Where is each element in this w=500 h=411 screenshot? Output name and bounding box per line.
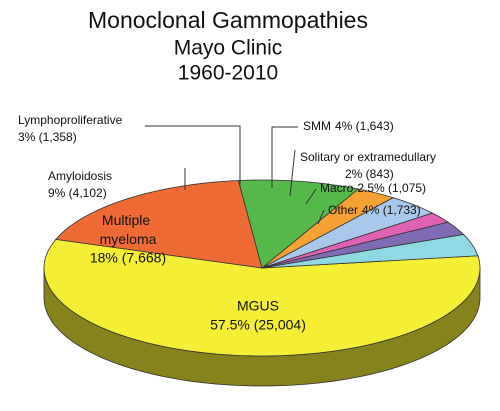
pie-slice [43, 238, 481, 357]
slice-label: Other [328, 203, 358, 217]
value-label: 4% (1,643) [335, 119, 394, 133]
pie-slice [55, 180, 263, 269]
pie-slice [261, 234, 479, 269]
pie-slice [237, 179, 360, 269]
chart-title: Monoclonal Gammopathies [88, 7, 368, 33]
leader-line [145, 125, 241, 185]
leader-line [305, 188, 317, 205]
pie-slice [261, 188, 395, 269]
slice-label: Multiple myeloma [100, 212, 157, 247]
value-label: 3% (1,358) [18, 130, 77, 144]
slice-label: MGUS [237, 298, 279, 314]
value-label: 18% (7,668) [90, 250, 166, 266]
value-label: 2.5% (1,075) [357, 181, 426, 195]
slice-label: Solitary or extramedullary [300, 150, 436, 164]
pie-slice [261, 221, 465, 269]
leader-line [289, 149, 296, 197]
slice-label: Macro [320, 181, 354, 195]
leader-line [317, 209, 325, 225]
slice-label: Amyloidosis [48, 169, 112, 183]
value-label: 57.5% (25,004) [210, 317, 306, 333]
slice-label: SMM [303, 119, 331, 133]
leader-line [271, 126, 298, 188]
slice-label: Lymphoproliferative [18, 113, 123, 127]
pie-slice [261, 197, 434, 269]
chart-subtitle: Mayo Clinic [174, 37, 283, 60]
chart-subtitle: 1960-2010 [178, 62, 278, 85]
value-label: 9% (4,102) [48, 186, 107, 200]
value-label: 4% (1,733) [362, 203, 421, 217]
value-label: 2% (843) [345, 167, 394, 181]
